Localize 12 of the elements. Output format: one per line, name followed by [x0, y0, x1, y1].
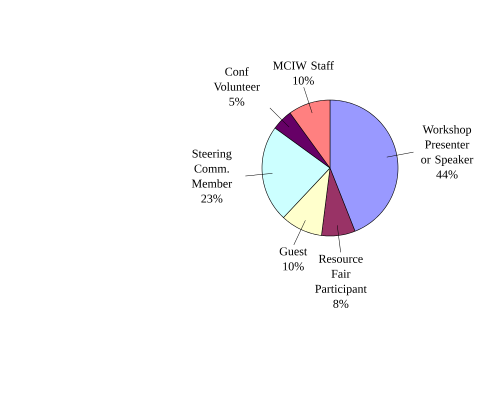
- slice-label: Resource Fair Participant: [315, 254, 367, 296]
- slice-label: MCIW Staff: [273, 61, 334, 70]
- data-label: 10%: [293, 76, 314, 85]
- slice-label: Guest: [280, 247, 308, 256]
- data-label: 5%: [229, 98, 244, 106]
- slice-label: Workshop Presenter or Speaker: [421, 125, 474, 166]
- data-label: 8%: [333, 300, 348, 308]
- data-label: 44%: [436, 170, 458, 179]
- slice-label: Steering Comm. Member: [192, 150, 232, 188]
- slice-label: Conf Volunteer: [214, 67, 260, 91]
- data-label: 10%: [283, 262, 304, 270]
- data-label: 23%: [201, 194, 222, 203]
